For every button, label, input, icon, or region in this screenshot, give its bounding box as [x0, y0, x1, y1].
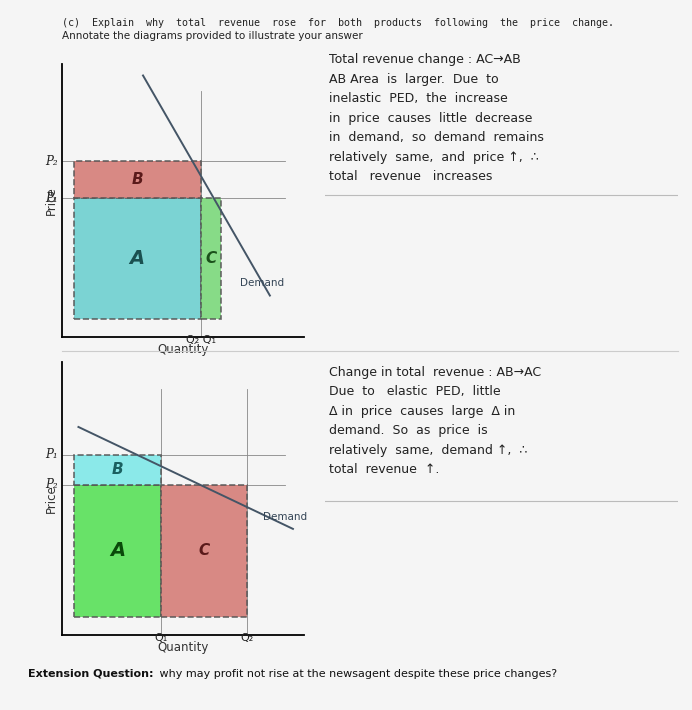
Text: P₂: P₂: [45, 155, 57, 168]
Text: Total revenue change : AC→AB
AB Area  is  larger.  Due  to
inelastic  PED,  the : Total revenue change : AC→AB AB Area is …: [329, 53, 544, 183]
Text: why may profit not rise at the newsagent despite these price changes?: why may profit not rise at the newsagent…: [156, 669, 557, 679]
Text: C: C: [199, 543, 210, 558]
Bar: [74, 198, 201, 319]
Text: Q₁: Q₁: [155, 633, 168, 643]
Text: Annotate the diagrams provided to illustrate your answer: Annotate the diagrams provided to illust…: [62, 31, 363, 40]
Text: A: A: [129, 249, 145, 268]
Bar: [161, 485, 247, 617]
Bar: [74, 161, 201, 198]
Text: Change in total  revenue : AB→AC
Due  to   elastic  PED,  little
Δ in  price  ca: Change in total revenue : AB→AC Due to e…: [329, 366, 541, 476]
Text: Demand: Demand: [240, 278, 284, 288]
X-axis label: Quantity: Quantity: [158, 343, 209, 356]
Bar: [201, 198, 221, 319]
Text: Q₂ Q₁: Q₂ Q₁: [185, 335, 216, 345]
Text: B: B: [131, 173, 143, 187]
Text: A: A: [110, 542, 125, 560]
Text: (c)  Explain  why  total  revenue  rose  for  both  products  following  the  pr: (c) Explain why total revenue rose for b…: [62, 18, 614, 28]
Bar: [74, 455, 161, 485]
Text: Extension Question:: Extension Question:: [28, 669, 153, 679]
Text: P₂: P₂: [45, 479, 57, 491]
Y-axis label: Price: Price: [45, 484, 58, 513]
Bar: [74, 485, 161, 617]
Text: B: B: [112, 462, 123, 477]
X-axis label: Quantity: Quantity: [158, 641, 209, 654]
Y-axis label: Price: Price: [45, 186, 58, 215]
Text: C: C: [206, 251, 217, 266]
Text: Demand: Demand: [263, 512, 307, 522]
Text: P₁: P₁: [45, 448, 57, 462]
Text: Q₂: Q₂: [240, 633, 253, 643]
Text: P₁: P₁: [45, 192, 57, 204]
